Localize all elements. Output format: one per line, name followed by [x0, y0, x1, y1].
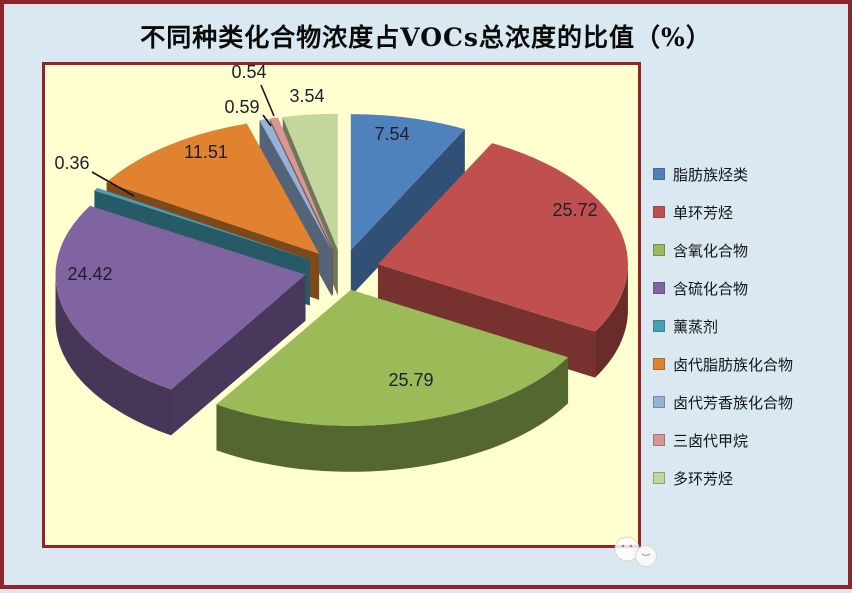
legend-label: 含硫化合物	[673, 279, 749, 298]
legend-label: 多环芳烃	[673, 469, 734, 488]
legend-item-单环芳烃[interactable]: 单环芳烃	[653, 202, 848, 222]
legend-item-含硫化合物[interactable]: 含硫化合物	[653, 278, 848, 298]
legend-item-薰蒸剂[interactable]: 薰蒸剂	[653, 316, 848, 336]
legend-label: 含氧化合物	[673, 241, 749, 260]
pie-slice-含氧化合物[interactable]	[216, 289, 569, 426]
legend-label: 脂肪族烃类	[673, 165, 749, 184]
legend-label: 卤代芳香族化合物	[673, 393, 794, 412]
legend-label: 单环芳烃	[673, 203, 734, 222]
pie-slice-薰蒸剂[interactable]	[94, 187, 310, 260]
legend-item-三卤代甲烷[interactable]: 三卤代甲烷	[653, 430, 848, 450]
legend-item-卤代芳香族化合物[interactable]: 卤代芳香族化合物	[653, 392, 848, 412]
pie-slice-脂肪族烃类[interactable]	[350, 114, 465, 251]
chart-title: 不同种类化合物浓度占VOCs总浓度的比值（%）	[140, 23, 712, 52]
legend-swatch	[653, 244, 665, 256]
legend-swatch	[653, 358, 665, 370]
legend-label: 三卤代甲烷	[673, 431, 749, 450]
legend-swatch	[653, 168, 665, 180]
legend-item-含氧化合物[interactable]: 含氧化合物	[653, 240, 848, 260]
legend-swatch	[653, 206, 665, 218]
watermark-faces	[614, 536, 670, 567]
legend-swatch	[653, 320, 665, 332]
legend-swatch	[653, 282, 665, 294]
legend-swatch	[653, 434, 665, 446]
legend-item-脂肪族烃类[interactable]: 脂肪族烃类	[653, 164, 848, 184]
legend-item-卤代脂肪族化合物[interactable]: 卤代脂肪族化合物	[653, 354, 848, 374]
legend-label: 薰蒸剂	[673, 317, 719, 336]
pie-slice-含硫化合物[interactable]	[55, 205, 306, 390]
legend-item-多环芳烃[interactable]: 多环芳烃	[653, 468, 848, 488]
watermark	[614, 536, 670, 567]
legend-label: 卤代脂肪族化合物	[673, 355, 794, 374]
pie-slice-单环芳烃[interactable]	[377, 143, 628, 332]
legend-swatch	[653, 396, 665, 408]
legend-swatch	[653, 472, 665, 484]
legend: 脂肪族烃类单环芳烃含氧化合物含硫化合物薰蒸剂卤代脂肪族化合物 卤代芳香族化合物 三卤…	[653, 164, 848, 506]
